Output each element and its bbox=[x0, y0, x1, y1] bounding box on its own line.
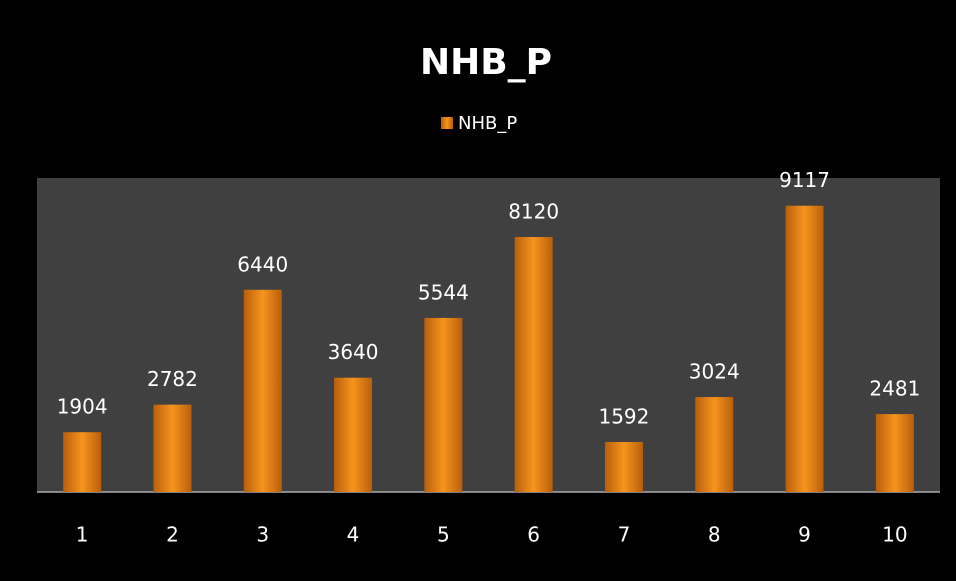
bar bbox=[243, 289, 282, 492]
data-label: 2782 bbox=[147, 367, 198, 391]
x-tick-label: 10 bbox=[882, 523, 907, 547]
data-label: 3024 bbox=[689, 360, 740, 384]
data-label: 5544 bbox=[418, 280, 469, 304]
x-tick-label: 4 bbox=[347, 523, 360, 547]
bar bbox=[875, 414, 914, 492]
bar bbox=[63, 432, 102, 492]
bar bbox=[785, 205, 824, 492]
x-tick-label: 8 bbox=[708, 523, 721, 547]
x-tick-label: 9 bbox=[798, 523, 811, 547]
chart-title: NHB_P bbox=[420, 42, 552, 83]
legend-label: NHB_P bbox=[458, 113, 517, 134]
x-tick-label: 1 bbox=[76, 523, 89, 547]
x-tick-label: 5 bbox=[437, 523, 450, 547]
x-tick-label: 7 bbox=[618, 523, 631, 547]
x-tick-label: 2 bbox=[166, 523, 179, 547]
bar bbox=[514, 237, 553, 492]
data-label: 2481 bbox=[869, 377, 920, 401]
bar bbox=[604, 442, 643, 492]
x-tick-label: 6 bbox=[527, 523, 540, 547]
data-label: 1592 bbox=[598, 405, 649, 429]
x-tick-label: 3 bbox=[256, 523, 269, 547]
bar bbox=[153, 404, 192, 492]
bar bbox=[695, 397, 734, 492]
legend-swatch bbox=[441, 117, 453, 129]
data-label: 9117 bbox=[779, 168, 830, 192]
data-label: 3640 bbox=[328, 340, 379, 364]
bar bbox=[424, 317, 463, 492]
data-label: 1904 bbox=[57, 395, 108, 419]
data-label: 6440 bbox=[237, 252, 288, 276]
bar bbox=[334, 377, 373, 492]
data-label: 8120 bbox=[508, 200, 559, 224]
